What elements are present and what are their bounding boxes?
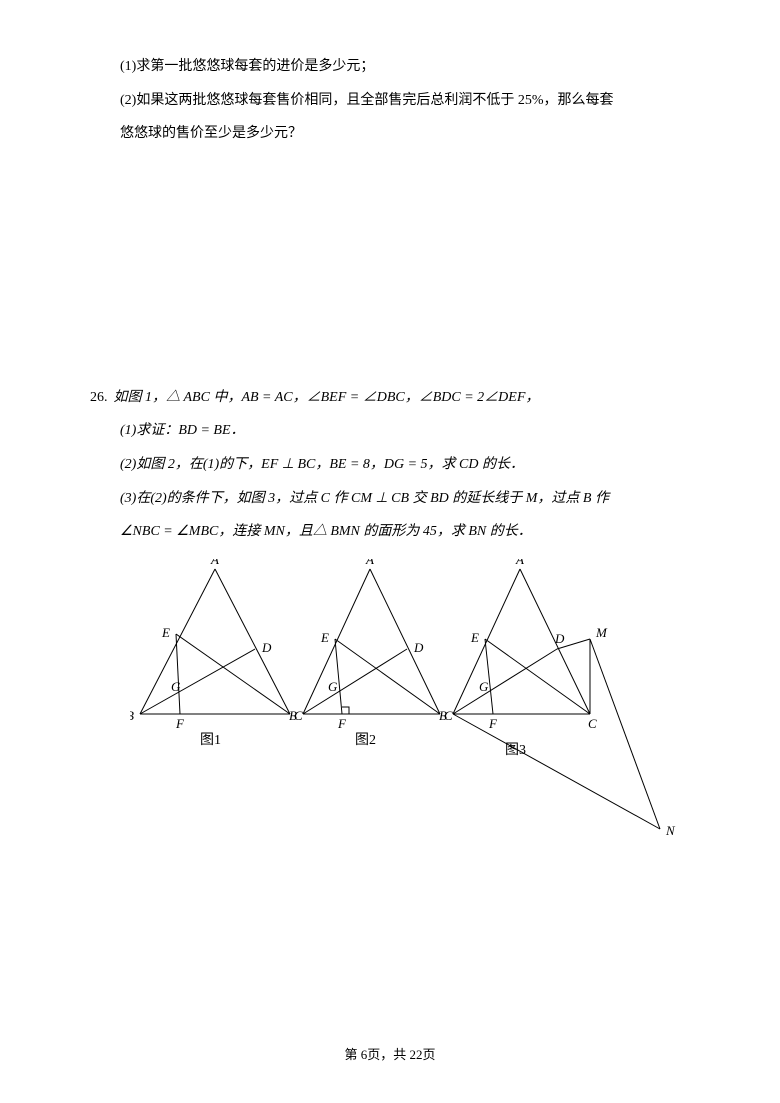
svg-text:图3: 图3 xyxy=(505,743,526,758)
svg-text:E: E xyxy=(320,630,329,645)
footer-middle: 页，共 xyxy=(367,1047,409,1062)
svg-text:D: D xyxy=(261,640,272,655)
svg-text:B: B xyxy=(439,708,447,723)
figure-3: A B C E D F G M N 图3 xyxy=(439,559,676,838)
figure-2: ABCEDFG图2 xyxy=(289,559,453,748)
figures-row: ABCEDFG图1 ABCEDFG图2 ABCEDFGMN图3 xyxy=(90,559,690,864)
q26-row: 26. 如图 1，△ ABC 中，AB = AC，∠BEF = ∠DBC，∠BDC… xyxy=(90,381,690,415)
q25-sub2b: 悠悠球的售价至少是多少元？ xyxy=(120,117,690,151)
q25-sub2a: (2)如果这两批悠悠球每套售价相同，且全部售完后总利润不低于 25%，那么每套 xyxy=(120,84,690,118)
svg-text:E: E xyxy=(161,625,170,640)
footer-prefix: 第 xyxy=(344,1047,360,1062)
q26-sub3b: ∠NBC = ∠MBC，连接 MN，且△ BMN 的面形为 45，求 BN 的长… xyxy=(120,515,690,549)
footer-total: 22 xyxy=(410,1047,423,1062)
svg-text:A: A xyxy=(515,559,524,567)
q26-sub2: (2)如图 2，在(1)的下，EF ⊥ BC，BE = 8，DG = 5，求 C… xyxy=(120,448,690,482)
svg-text:B: B xyxy=(130,708,134,723)
svg-text:A: A xyxy=(365,559,374,567)
svg-text:B: B xyxy=(289,708,297,723)
svg-text:A: A xyxy=(210,559,219,567)
svg-text:D: D xyxy=(413,640,424,655)
footer-suffix: 页 xyxy=(423,1047,436,1062)
q26-num: 26. xyxy=(90,390,108,405)
svg-text:图1: 图1 xyxy=(200,733,221,748)
svg-text:图2: 图2 xyxy=(355,733,376,748)
svg-text:F: F xyxy=(175,716,185,731)
svg-text:F: F xyxy=(337,716,347,731)
svg-text:M: M xyxy=(595,625,608,640)
svg-text:G: G xyxy=(171,679,181,694)
svg-text:G: G xyxy=(479,679,489,694)
svg-text:G: G xyxy=(328,679,338,694)
page-footer: 第 6页，共 22页 xyxy=(0,1044,780,1063)
svg-text:E: E xyxy=(470,630,479,645)
svg-text:N: N xyxy=(665,823,676,838)
q26-intro: 如图 1，△ ABC 中，AB = AC，∠BEF = ∠DBC，∠BDC = … xyxy=(114,390,540,405)
svg-text:D: D xyxy=(554,631,565,646)
q26-sub3a: (3)在(2)的条件下，如图 3，过点 C 作 CM ⊥ CB 交 BD 的延长… xyxy=(120,482,690,516)
svg-text:C: C xyxy=(588,716,597,731)
figures-svg: ABCEDFG图1 ABCEDFG图2 ABCEDFGMN图3 xyxy=(130,559,730,859)
svg-text:F: F xyxy=(488,716,498,731)
q26-sub1: (1)求证：BD = BE． xyxy=(120,414,690,448)
figure-1: ABCEDFG图1 xyxy=(130,559,303,748)
q25-sub1: (1)求第一批悠悠球每套的进价是多少元； xyxy=(120,50,690,84)
